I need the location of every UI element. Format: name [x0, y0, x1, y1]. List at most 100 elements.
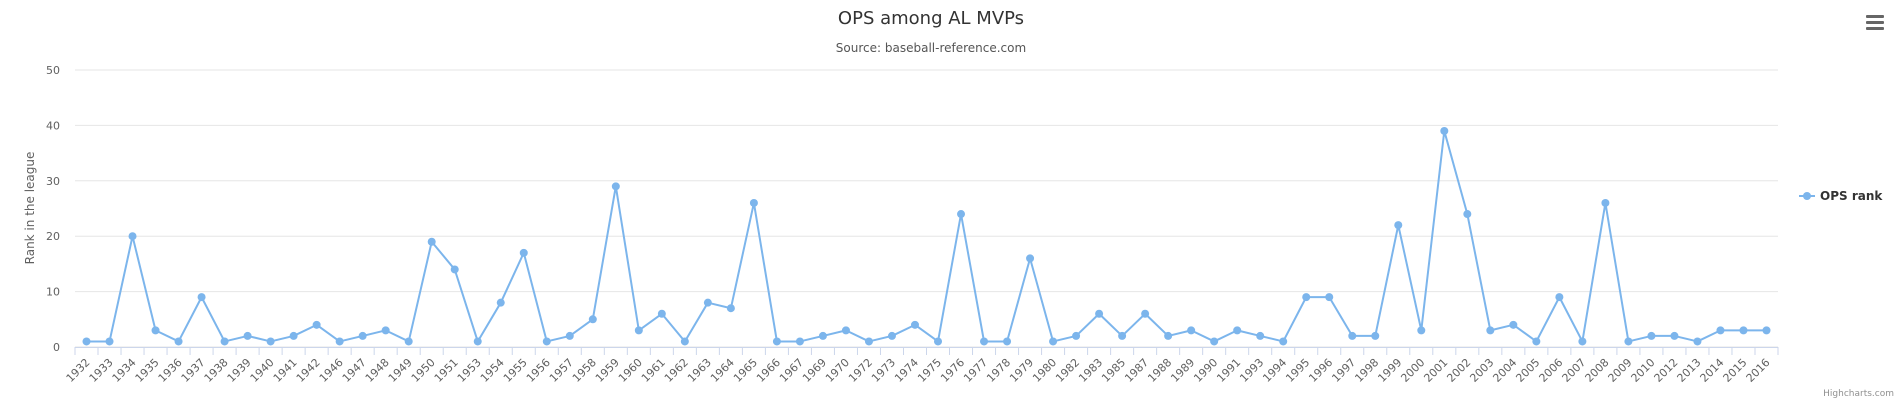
data-point-1960[interactable]: [634, 326, 643, 335]
data-point-1988[interactable]: [1164, 331, 1173, 340]
y-tick-label-50: 50: [46, 64, 60, 77]
data-point-1963[interactable]: [703, 298, 712, 307]
data-point-1957[interactable]: [565, 331, 574, 340]
data-point-1972[interactable]: [864, 337, 873, 346]
data-point-1953[interactable]: [473, 337, 482, 346]
data-point-2013[interactable]: [1693, 337, 1702, 346]
x-tick-label-1942: 1942: [294, 356, 323, 385]
data-point-2003[interactable]: [1486, 326, 1495, 335]
data-point-1935[interactable]: [151, 326, 160, 335]
data-point-1983[interactable]: [1095, 309, 1104, 318]
data-point-1934[interactable]: [128, 232, 137, 241]
credits-link[interactable]: Highcharts.com: [1823, 389, 1894, 399]
data-point-1975[interactable]: [934, 337, 943, 346]
data-point-1977[interactable]: [980, 337, 989, 346]
data-point-1936[interactable]: [174, 337, 183, 346]
data-point-1995[interactable]: [1302, 293, 1311, 302]
data-point-1949[interactable]: [404, 337, 413, 346]
data-point-2002[interactable]: [1463, 210, 1472, 219]
data-point-1997[interactable]: [1348, 331, 1357, 340]
x-tick-label-2016: 2016: [1744, 356, 1773, 385]
data-point-1938[interactable]: [220, 337, 229, 346]
x-tick-label-1976: 1976: [938, 356, 967, 385]
data-point-1979[interactable]: [1026, 254, 1035, 263]
data-point-2007[interactable]: [1578, 337, 1587, 346]
data-point-1948[interactable]: [381, 326, 390, 335]
data-point-1941[interactable]: [289, 331, 298, 340]
data-point-2005[interactable]: [1532, 337, 1541, 346]
data-point-1933[interactable]: [105, 337, 114, 346]
data-point-1987[interactable]: [1141, 309, 1150, 318]
data-point-2000[interactable]: [1417, 326, 1426, 335]
data-point-1947[interactable]: [358, 331, 367, 340]
data-point-2004[interactable]: [1509, 320, 1518, 329]
x-tick-label-2002: 2002: [1444, 356, 1473, 385]
data-point-1932[interactable]: [82, 337, 91, 346]
x-tick-label-1985: 1985: [1099, 356, 1128, 385]
data-point-1994[interactable]: [1279, 337, 1288, 346]
data-point-2001[interactable]: [1440, 126, 1449, 135]
data-point-1996[interactable]: [1325, 293, 1334, 302]
data-point-1980[interactable]: [1049, 337, 1058, 346]
data-point-2015[interactable]: [1739, 326, 1748, 335]
data-point-1959[interactable]: [611, 182, 620, 191]
data-point-1964[interactable]: [726, 304, 735, 313]
data-point-1982[interactable]: [1072, 331, 1081, 340]
data-point-1942[interactable]: [312, 320, 321, 329]
data-point-1940[interactable]: [266, 337, 275, 346]
data-point-1956[interactable]: [542, 337, 551, 346]
data-point-1954[interactable]: [496, 298, 505, 307]
data-point-1955[interactable]: [519, 248, 528, 257]
data-point-2014[interactable]: [1716, 326, 1725, 335]
data-point-2009[interactable]: [1624, 337, 1633, 346]
x-tick-label-1940: 1940: [248, 356, 277, 385]
data-point-1998[interactable]: [1371, 331, 1380, 340]
data-point-1985[interactable]: [1118, 331, 1127, 340]
data-point-1951[interactable]: [450, 265, 459, 274]
data-point-1939[interactable]: [243, 331, 252, 340]
data-point-1946[interactable]: [335, 337, 344, 346]
x-tick-label-1993: 1993: [1237, 356, 1266, 385]
x-tick-label-1990: 1990: [1191, 356, 1220, 385]
data-point-2016[interactable]: [1762, 326, 1771, 335]
data-point-1978[interactable]: [1003, 337, 1012, 346]
series-ops-rank: [82, 126, 1771, 346]
x-tick-label-1970: 1970: [823, 356, 852, 385]
data-point-1993[interactable]: [1256, 331, 1265, 340]
x-tick-label-1967: 1967: [777, 356, 806, 385]
data-point-1950[interactable]: [427, 237, 436, 246]
x-tick-label-1997: 1997: [1329, 356, 1358, 385]
data-point-1999[interactable]: [1394, 221, 1403, 230]
x-tick-label-1980: 1980: [1030, 356, 1059, 385]
data-point-1969[interactable]: [818, 331, 827, 340]
chart-title: OPS among AL MVPs: [838, 8, 1024, 29]
data-point-2006[interactable]: [1555, 293, 1564, 302]
data-point-1966[interactable]: [772, 337, 781, 346]
data-point-1970[interactable]: [841, 326, 850, 335]
data-point-1976[interactable]: [957, 210, 966, 219]
x-tick-label-2001: 2001: [1421, 356, 1450, 385]
legend-label-ops-rank[interactable]: OPS rank: [1820, 189, 1883, 203]
data-point-1967[interactable]: [795, 337, 804, 346]
data-point-1974[interactable]: [910, 320, 919, 329]
x-tick-label-1987: 1987: [1122, 356, 1151, 385]
data-point-2008[interactable]: [1601, 198, 1610, 207]
data-point-1937[interactable]: [197, 293, 206, 302]
data-point-1961[interactable]: [657, 309, 666, 318]
hamburger-menu-icon[interactable]: [1864, 12, 1886, 32]
data-point-1962[interactable]: [680, 337, 689, 346]
data-point-1965[interactable]: [749, 198, 758, 207]
x-tick-label-1979: 1979: [1007, 356, 1036, 385]
x-tick-label-1956: 1956: [524, 356, 553, 385]
data-point-1973[interactable]: [887, 331, 896, 340]
legend[interactable]: OPS rank: [1799, 189, 1883, 203]
x-tick-label-1935: 1935: [133, 356, 162, 385]
data-point-1991[interactable]: [1233, 326, 1242, 335]
data-point-2010[interactable]: [1647, 331, 1656, 340]
data-point-2012[interactable]: [1670, 331, 1679, 340]
data-point-1990[interactable]: [1210, 337, 1219, 346]
x-tick-label-2010: 2010: [1629, 356, 1658, 385]
x-tick-label-1949: 1949: [386, 356, 415, 385]
data-point-1989[interactable]: [1187, 326, 1196, 335]
data-point-1958[interactable]: [588, 315, 597, 324]
